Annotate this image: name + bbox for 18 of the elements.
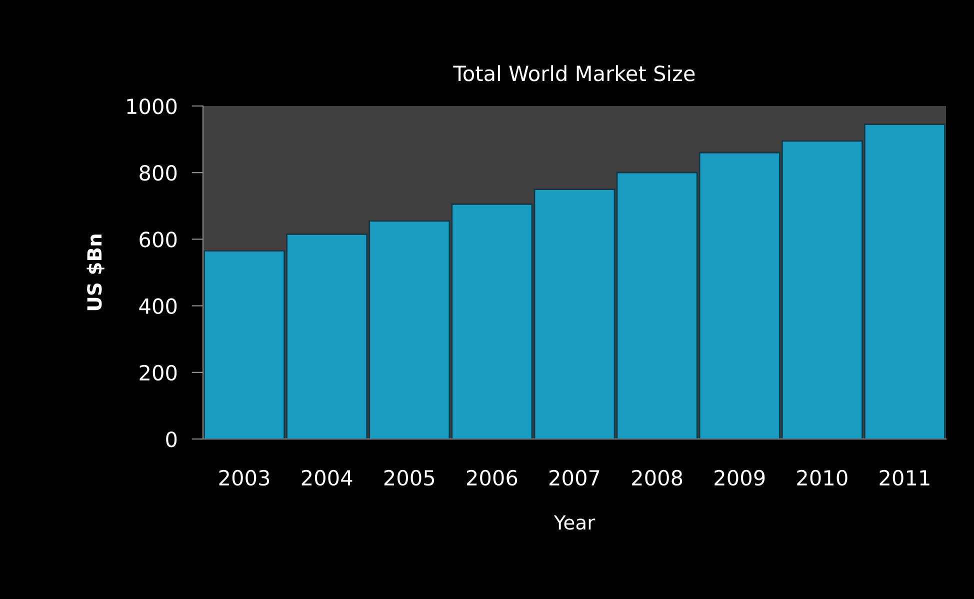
x-tick-label: 2008: [632, 470, 682, 486]
y-tick-label: 400: [139, 298, 177, 314]
y-tick-label: 1000: [127, 98, 177, 114]
y-tick-label: 0: [166, 431, 177, 448]
x-tick-label: 2009: [714, 470, 765, 486]
x-tick-label: 2003: [219, 470, 270, 486]
x-tick-label: 2010: [797, 470, 848, 486]
x-tick-label: 2004: [302, 470, 352, 486]
y-tick-label: 200: [140, 364, 177, 381]
x-tick-label: 2011: [880, 470, 930, 486]
x-axis-title: Year: [554, 515, 596, 530]
y-axis-title: US $Bn: [86, 234, 104, 310]
x-tick-label: 2006: [466, 470, 518, 486]
x-tick-label: 2007: [550, 470, 600, 486]
y-tick-label: 800: [140, 165, 177, 181]
chart-title: Total World Market Size: [453, 65, 695, 82]
x-tick-label: 2005: [384, 470, 434, 486]
y-tick-label: 600: [140, 232, 177, 248]
